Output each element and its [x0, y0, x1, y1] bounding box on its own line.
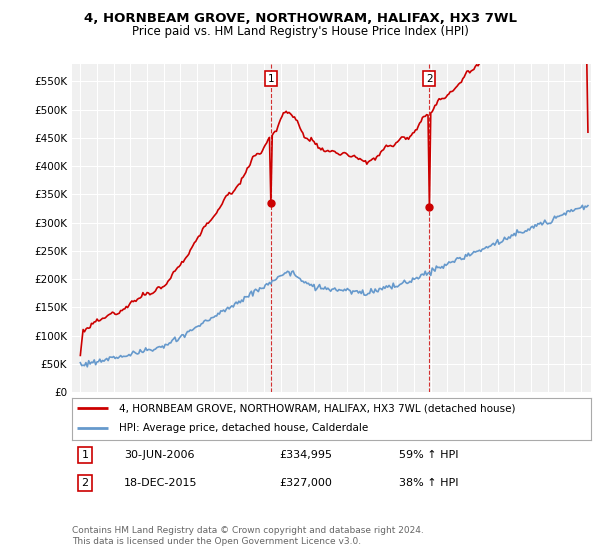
Text: 2: 2: [82, 478, 89, 488]
Text: Contains HM Land Registry data © Crown copyright and database right 2024.
This d: Contains HM Land Registry data © Crown c…: [72, 526, 424, 546]
Text: 1: 1: [82, 450, 88, 460]
Text: £334,995: £334,995: [280, 450, 332, 460]
Text: 4, HORNBEAM GROVE, NORTHOWRAM, HALIFAX, HX3 7WL (detached house): 4, HORNBEAM GROVE, NORTHOWRAM, HALIFAX, …: [119, 403, 515, 413]
Text: 1: 1: [268, 73, 274, 83]
Text: 59% ↑ HPI: 59% ↑ HPI: [399, 450, 458, 460]
Text: 18-DEC-2015: 18-DEC-2015: [124, 478, 197, 488]
Text: Price paid vs. HM Land Registry's House Price Index (HPI): Price paid vs. HM Land Registry's House …: [131, 25, 469, 38]
Text: £327,000: £327,000: [280, 478, 332, 488]
Text: 38% ↑ HPI: 38% ↑ HPI: [399, 478, 458, 488]
Text: 4, HORNBEAM GROVE, NORTHOWRAM, HALIFAX, HX3 7WL: 4, HORNBEAM GROVE, NORTHOWRAM, HALIFAX, …: [83, 12, 517, 25]
Text: 30-JUN-2006: 30-JUN-2006: [124, 450, 194, 460]
Text: HPI: Average price, detached house, Calderdale: HPI: Average price, detached house, Cald…: [119, 423, 368, 433]
Text: 2: 2: [426, 73, 433, 83]
